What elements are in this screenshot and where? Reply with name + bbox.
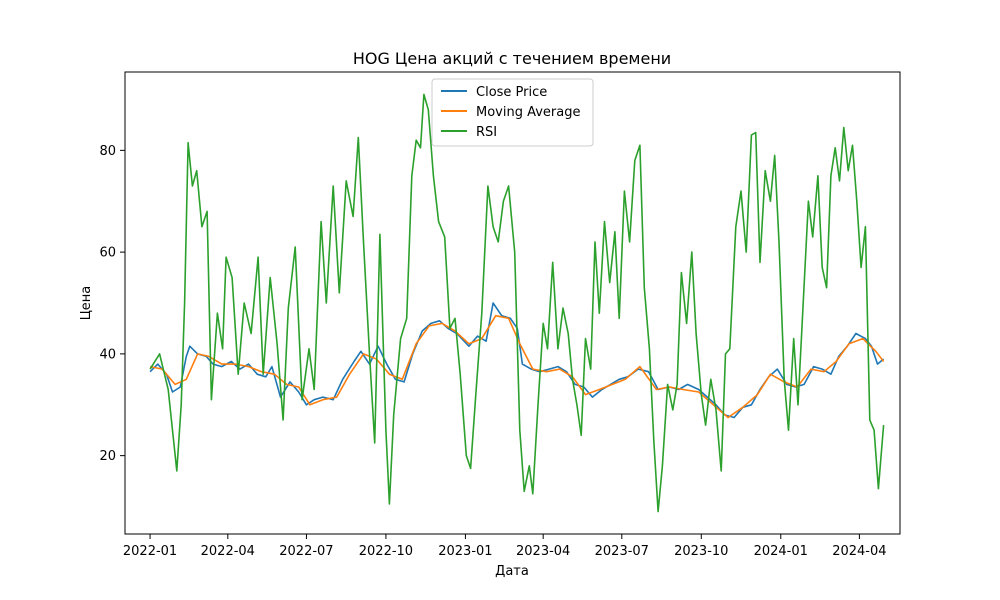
legend-label-rsi: RSI [476, 125, 497, 140]
x-tick-label: 2024-04 [832, 544, 886, 559]
y-axis: 20 40 60 80 [99, 144, 125, 464]
chart-title: HOG Цена акций с течением времени [353, 49, 671, 68]
x-tick-label: 2023-07 [595, 544, 649, 559]
legend-label-moving-average: Moving Average [476, 105, 580, 120]
x-tick-label: 2022-04 [201, 544, 255, 559]
x-tick-label: 2023-04 [516, 544, 570, 559]
x-tick-label: 2022-07 [279, 544, 333, 559]
y-tick-label: 40 [99, 347, 116, 362]
x-tick-label: 2022-10 [359, 544, 413, 559]
legend-label-close-price: Close Price [476, 85, 547, 100]
x-tick-label: 2022-01 [123, 544, 177, 559]
plot-area-frame [124, 71, 901, 535]
y-tick-label: 20 [99, 449, 116, 464]
series-line-rsi [149, 93, 885, 513]
x-axis: 2022-01 2022-04 2022-07 2022-10 2023-01 2023-… [123, 534, 887, 559]
y-tick-label: 80 [99, 144, 116, 159]
series-line-moving-average [149, 314, 885, 419]
x-tick-label: 2023-01 [438, 544, 492, 559]
y-axis-label: Цена [79, 286, 94, 321]
legend: Close Price Moving Average RSI [431, 78, 594, 147]
y-tick-label: 60 [99, 246, 116, 261]
plot-lines [149, 93, 885, 513]
x-tick-label: 2023-10 [674, 544, 728, 559]
x-tick-label: 2024-01 [754, 544, 808, 559]
legend-box [431, 78, 594, 147]
x-axis-label: Дата [495, 564, 529, 579]
